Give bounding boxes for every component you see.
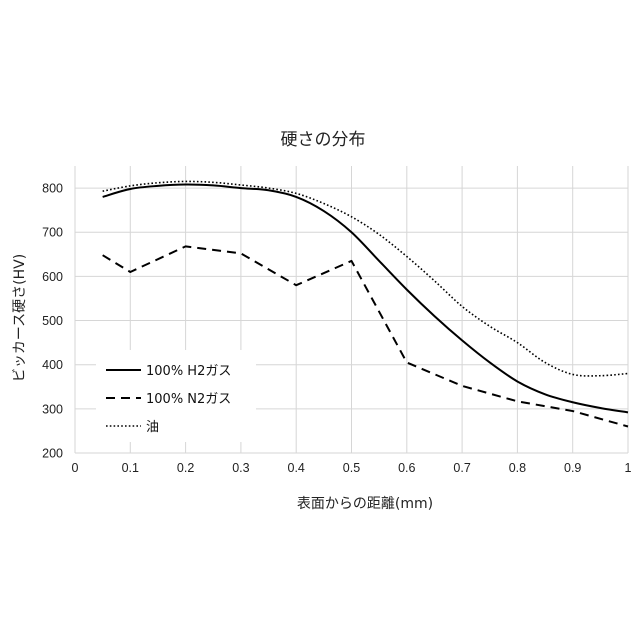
y-tick-label: 500	[42, 314, 63, 328]
x-tick-label: 0	[72, 461, 79, 475]
y-axis-ticks: 200 300 400 500 600 700 800	[42, 182, 63, 461]
y-tick-label: 700	[42, 226, 63, 240]
series-layer	[102, 180, 629, 428]
chart-title: 硬さの分布	[281, 130, 366, 150]
x-tick-label: 0.1	[122, 461, 139, 475]
y-tick-label: 600	[42, 270, 63, 284]
x-tick-label: 0.9	[564, 461, 581, 475]
x-tick-label: 0.3	[232, 461, 249, 475]
x-axis-ticks: 0 0.1 0.2 0.3 0.4 0.5 0.6 0.7 0.8 0.9 1	[72, 461, 632, 475]
legend-label-3: 油	[146, 420, 159, 435]
series-line-3	[102, 180, 629, 377]
x-tick-label: 0.5	[343, 461, 360, 475]
series-line-1	[102, 183, 629, 414]
y-tick-label: 300	[42, 402, 63, 416]
y-tick-label: 800	[42, 182, 63, 196]
legend-label-1: 100% H2ガス	[146, 364, 231, 379]
y-tick-label: 400	[42, 358, 63, 372]
series-line-2	[102, 245, 629, 428]
x-tick-label: 0.2	[177, 461, 194, 475]
x-axis-title: 表面からの距離(mm)	[297, 495, 433, 512]
x-tick-label: 0.4	[288, 461, 305, 475]
x-tick-label: 0.7	[453, 461, 470, 475]
y-tick-label: 200	[42, 447, 63, 461]
y-axis-title: ビッカース硬さ(HV)	[12, 254, 28, 382]
x-tick-label: 0.6	[398, 461, 415, 475]
x-tick-label: 1	[625, 461, 632, 475]
x-tick-label: 0.8	[509, 461, 526, 475]
legend-label-2: 100% N2ガス	[146, 392, 231, 407]
